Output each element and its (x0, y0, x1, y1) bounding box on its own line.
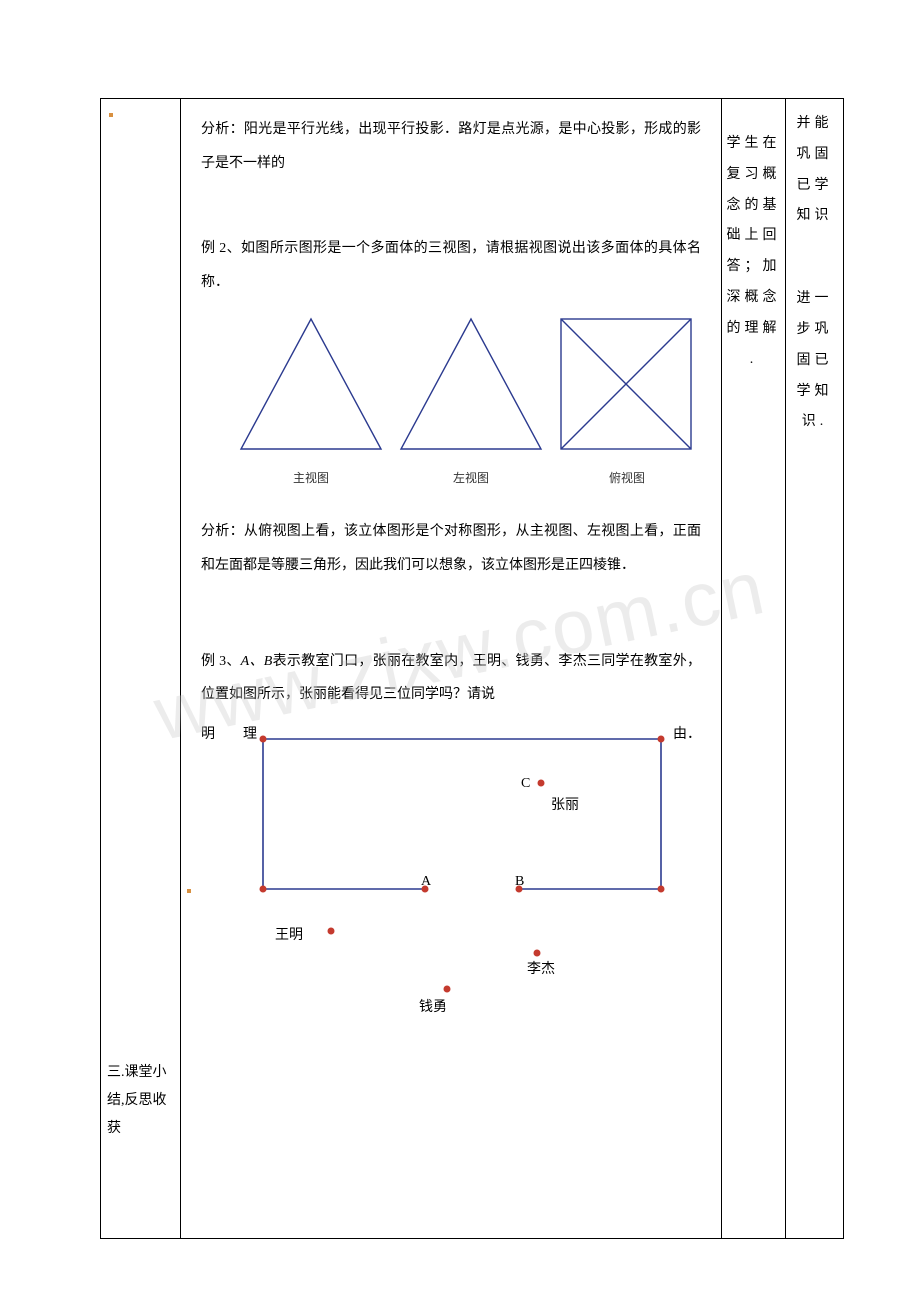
three-views-svg (201, 309, 701, 479)
three-views-figure: 主视图 左视图 俯视图 (201, 309, 701, 509)
col4-block2: 进一步巩固已学知识. (790, 284, 839, 438)
page: www.zixw.com.cn 三.课堂小结,反思收获 分析：阳光是平行光线，出… (0, 0, 920, 1302)
label-top-view: 俯视图 (609, 464, 645, 493)
label-C: C (521, 767, 530, 801)
col-content: 分析：阳光是平行光线，出现平行投影．路灯是点光源，是中心投影，形成的影子是不一样… (181, 99, 722, 1239)
bullet-icon (109, 113, 113, 117)
classroom-figure: C 张丽 A B 王明 钱勇 李杰 (201, 733, 701, 1033)
example-2-stem: 例 2、如图所示图形是一个多面体的三视图，请根据视图说出该多面体的具体名称． (201, 232, 701, 299)
col-purpose: 并能巩固已学知识 进一步巩固已学知识. (786, 99, 844, 1239)
label-main-view: 主视图 (293, 464, 329, 493)
classroom-svg (201, 733, 701, 1033)
label-lijie: 李杰 (527, 953, 555, 987)
label-B: B (515, 865, 524, 899)
label-qianyong: 钱勇 (419, 991, 447, 1025)
lesson-table: 三.课堂小结,反思收获 分析：阳光是平行光线，出现平行投影．路灯是点光源，是中心… (100, 98, 844, 1239)
ex3-ab: A、B (241, 654, 273, 669)
col4-block1: 并能巩固已学知识 (790, 109, 839, 232)
ex3-body: 表示教室门口，张丽在教室内，王明、钱勇、李杰三同学在教室外，位置如图所示，张丽能… (201, 654, 701, 703)
example-3-stem: 例 3、A、B表示教室门口，张丽在教室内，王明、钱勇、李杰三同学在教室外，位置如… (201, 645, 701, 712)
bullet-icon (187, 889, 191, 893)
label-zhangli: 张丽 (551, 789, 579, 823)
ex3-prefix: 例 3、 (201, 654, 241, 669)
label-wangming: 王明 (275, 919, 303, 953)
label-A: A (421, 865, 431, 899)
col-section: 三.课堂小结,反思收获 (101, 99, 181, 1239)
analysis-1: 分析：阳光是平行光线，出现平行投影．路灯是点光源，是中心投影，形成的影子是不一样… (201, 113, 701, 180)
col3-text: 学生在复习概念的基础上回答；加深概念的理解. (726, 129, 781, 375)
analysis-2: 分析：从俯视图上看，该立体图形是个对称图形，从主视图、左视图上看，正面和左面都是… (201, 515, 701, 582)
col-student-activity: 学生在复习概念的基础上回答；加深概念的理解. (722, 99, 786, 1239)
label-left-view: 左视图 (453, 464, 489, 493)
section-3-label: 三.课堂小结,反思收获 (107, 1059, 175, 1143)
